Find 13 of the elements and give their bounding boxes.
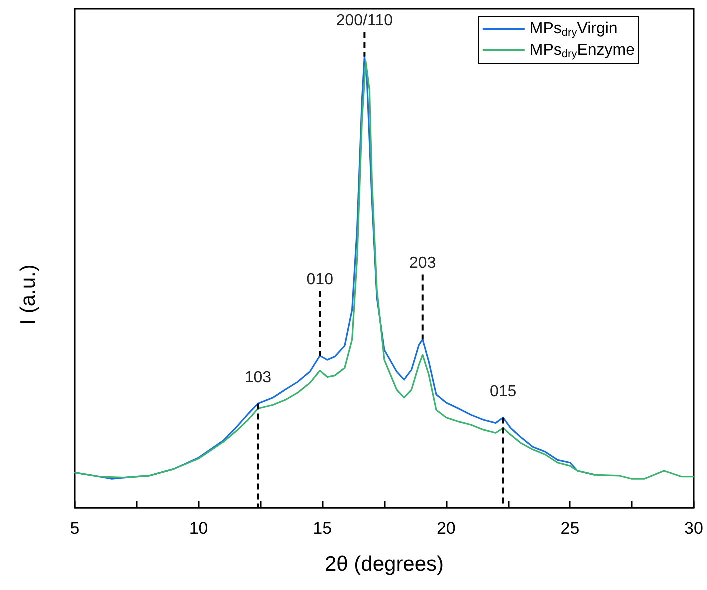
annotation: 200/110 [336, 12, 394, 30]
annotation: 103 [244, 369, 272, 386]
x-tick-label: 5 [70, 519, 80, 538]
x-tick-label: 25 [560, 519, 580, 538]
x-tick-label: 20 [436, 519, 456, 538]
x-tick-label: 15 [313, 519, 332, 538]
x-tick-label: 30 [684, 519, 704, 538]
x-axis-title: 2θ (degrees) [324, 553, 444, 576]
y-axis-title: I (a.u.) [17, 264, 40, 326]
annotation: 010 [306, 271, 334, 288]
x-tick-label: 10 [189, 519, 208, 538]
annotation: 015 [490, 383, 517, 400]
annotation: 203 [410, 255, 436, 272]
